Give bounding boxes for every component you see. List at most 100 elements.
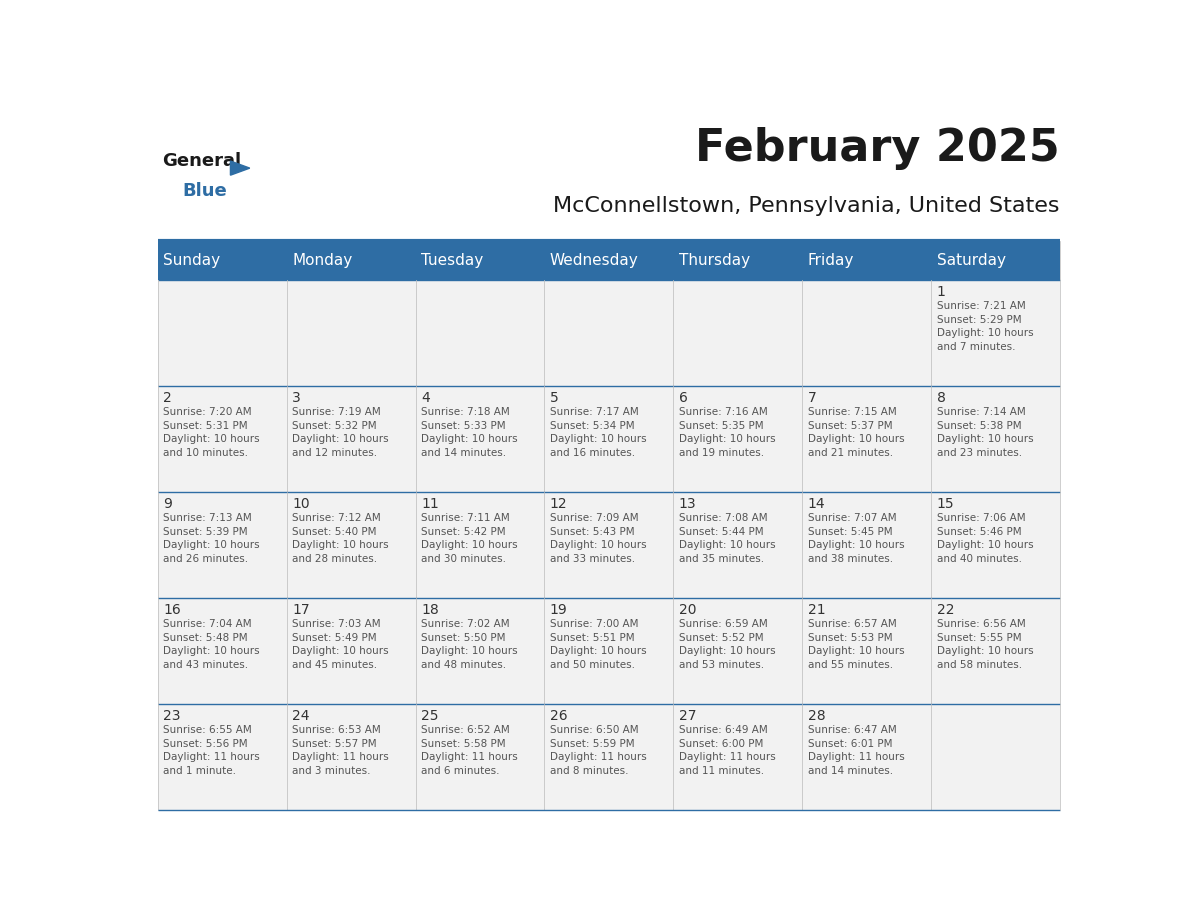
Text: 23: 23: [163, 709, 181, 722]
Bar: [931, 492, 1060, 598]
Text: 12: 12: [550, 497, 568, 510]
Bar: [158, 704, 286, 810]
Text: Sunrise: 6:56 AM
Sunset: 5:55 PM
Daylight: 10 hours
and 58 minutes.: Sunrise: 6:56 AM Sunset: 5:55 PM Dayligh…: [936, 619, 1034, 670]
Bar: [931, 280, 1060, 386]
Bar: [544, 280, 674, 386]
Text: Sunrise: 6:47 AM
Sunset: 6:01 PM
Daylight: 11 hours
and 14 minutes.: Sunrise: 6:47 AM Sunset: 6:01 PM Dayligh…: [808, 725, 904, 776]
Text: Sunrise: 7:09 AM
Sunset: 5:43 PM
Daylight: 10 hours
and 33 minutes.: Sunrise: 7:09 AM Sunset: 5:43 PM Dayligh…: [550, 513, 646, 564]
Text: Friday: Friday: [808, 252, 854, 268]
Bar: [158, 598, 286, 704]
Text: 11: 11: [421, 497, 438, 510]
Bar: [286, 704, 416, 810]
Bar: [416, 598, 544, 704]
Text: Sunrise: 6:49 AM
Sunset: 6:00 PM
Daylight: 11 hours
and 11 minutes.: Sunrise: 6:49 AM Sunset: 6:00 PM Dayligh…: [678, 725, 776, 776]
Bar: [802, 704, 931, 810]
Text: 22: 22: [936, 603, 954, 617]
Text: Sunrise: 7:03 AM
Sunset: 5:49 PM
Daylight: 10 hours
and 45 minutes.: Sunrise: 7:03 AM Sunset: 5:49 PM Dayligh…: [292, 619, 388, 670]
Text: 8: 8: [936, 391, 946, 405]
Text: 4: 4: [421, 391, 430, 405]
Text: Sunrise: 7:06 AM
Sunset: 5:46 PM
Daylight: 10 hours
and 40 minutes.: Sunrise: 7:06 AM Sunset: 5:46 PM Dayligh…: [936, 513, 1034, 564]
Text: 1: 1: [936, 285, 946, 298]
Text: 16: 16: [163, 603, 181, 617]
Text: Monday: Monday: [292, 252, 353, 268]
Text: 20: 20: [678, 603, 696, 617]
Bar: [674, 598, 802, 704]
Text: Sunrise: 7:18 AM
Sunset: 5:33 PM
Daylight: 10 hours
and 14 minutes.: Sunrise: 7:18 AM Sunset: 5:33 PM Dayligh…: [421, 407, 518, 458]
Text: 26: 26: [550, 709, 568, 722]
Bar: [158, 241, 1060, 280]
Text: 24: 24: [292, 709, 310, 722]
Text: Sunday: Sunday: [163, 252, 220, 268]
Bar: [416, 386, 544, 492]
Text: Sunrise: 7:17 AM
Sunset: 5:34 PM
Daylight: 10 hours
and 16 minutes.: Sunrise: 7:17 AM Sunset: 5:34 PM Dayligh…: [550, 407, 646, 458]
Text: 15: 15: [936, 497, 954, 510]
Text: Sunrise: 7:14 AM
Sunset: 5:38 PM
Daylight: 10 hours
and 23 minutes.: Sunrise: 7:14 AM Sunset: 5:38 PM Dayligh…: [936, 407, 1034, 458]
Text: 2: 2: [163, 391, 172, 405]
Text: Sunrise: 7:12 AM
Sunset: 5:40 PM
Daylight: 10 hours
and 28 minutes.: Sunrise: 7:12 AM Sunset: 5:40 PM Dayligh…: [292, 513, 388, 564]
Text: Sunrise: 7:21 AM
Sunset: 5:29 PM
Daylight: 10 hours
and 7 minutes.: Sunrise: 7:21 AM Sunset: 5:29 PM Dayligh…: [936, 301, 1034, 352]
Text: Sunrise: 7:02 AM
Sunset: 5:50 PM
Daylight: 10 hours
and 48 minutes.: Sunrise: 7:02 AM Sunset: 5:50 PM Dayligh…: [421, 619, 518, 670]
Text: Sunrise: 6:57 AM
Sunset: 5:53 PM
Daylight: 10 hours
and 55 minutes.: Sunrise: 6:57 AM Sunset: 5:53 PM Dayligh…: [808, 619, 904, 670]
Text: Blue: Blue: [183, 182, 227, 200]
Text: General: General: [163, 152, 241, 170]
Text: 5: 5: [550, 391, 558, 405]
Bar: [286, 386, 416, 492]
Text: 21: 21: [808, 603, 826, 617]
Text: Sunrise: 7:11 AM
Sunset: 5:42 PM
Daylight: 10 hours
and 30 minutes.: Sunrise: 7:11 AM Sunset: 5:42 PM Dayligh…: [421, 513, 518, 564]
Text: 10: 10: [292, 497, 310, 510]
Text: 19: 19: [550, 603, 568, 617]
Text: Sunrise: 7:08 AM
Sunset: 5:44 PM
Daylight: 10 hours
and 35 minutes.: Sunrise: 7:08 AM Sunset: 5:44 PM Dayligh…: [678, 513, 776, 564]
Bar: [674, 704, 802, 810]
Text: Sunrise: 6:59 AM
Sunset: 5:52 PM
Daylight: 10 hours
and 53 minutes.: Sunrise: 6:59 AM Sunset: 5:52 PM Dayligh…: [678, 619, 776, 670]
Text: 6: 6: [678, 391, 688, 405]
Text: Sunrise: 6:52 AM
Sunset: 5:58 PM
Daylight: 11 hours
and 6 minutes.: Sunrise: 6:52 AM Sunset: 5:58 PM Dayligh…: [421, 725, 518, 776]
Text: Thursday: Thursday: [678, 252, 750, 268]
Bar: [802, 492, 931, 598]
Text: 28: 28: [808, 709, 826, 722]
Text: 18: 18: [421, 603, 438, 617]
Text: Sunrise: 6:55 AM
Sunset: 5:56 PM
Daylight: 11 hours
and 1 minute.: Sunrise: 6:55 AM Sunset: 5:56 PM Dayligh…: [163, 725, 260, 776]
Text: February 2025: February 2025: [695, 128, 1060, 170]
Text: Sunrise: 7:19 AM
Sunset: 5:32 PM
Daylight: 10 hours
and 12 minutes.: Sunrise: 7:19 AM Sunset: 5:32 PM Dayligh…: [292, 407, 388, 458]
Bar: [416, 704, 544, 810]
Text: Sunrise: 7:00 AM
Sunset: 5:51 PM
Daylight: 10 hours
and 50 minutes.: Sunrise: 7:00 AM Sunset: 5:51 PM Dayligh…: [550, 619, 646, 670]
Polygon shape: [230, 161, 249, 175]
Text: Sunrise: 7:16 AM
Sunset: 5:35 PM
Daylight: 10 hours
and 19 minutes.: Sunrise: 7:16 AM Sunset: 5:35 PM Dayligh…: [678, 407, 776, 458]
Bar: [286, 492, 416, 598]
Bar: [674, 386, 802, 492]
Text: 3: 3: [292, 391, 301, 405]
Bar: [931, 386, 1060, 492]
Bar: [416, 280, 544, 386]
Bar: [931, 598, 1060, 704]
Text: 13: 13: [678, 497, 696, 510]
Bar: [674, 492, 802, 598]
Bar: [286, 280, 416, 386]
Text: 25: 25: [421, 709, 438, 722]
Bar: [674, 280, 802, 386]
Text: 14: 14: [808, 497, 826, 510]
Bar: [544, 492, 674, 598]
Text: Sunrise: 7:04 AM
Sunset: 5:48 PM
Daylight: 10 hours
and 43 minutes.: Sunrise: 7:04 AM Sunset: 5:48 PM Dayligh…: [163, 619, 260, 670]
Bar: [286, 598, 416, 704]
Text: Sunrise: 6:53 AM
Sunset: 5:57 PM
Daylight: 11 hours
and 3 minutes.: Sunrise: 6:53 AM Sunset: 5:57 PM Dayligh…: [292, 725, 388, 776]
Text: 7: 7: [808, 391, 816, 405]
Text: McConnellstown, Pennsylvania, United States: McConnellstown, Pennsylvania, United Sta…: [554, 196, 1060, 216]
Text: 17: 17: [292, 603, 310, 617]
Bar: [544, 386, 674, 492]
Text: 9: 9: [163, 497, 172, 510]
Text: Sunrise: 7:15 AM
Sunset: 5:37 PM
Daylight: 10 hours
and 21 minutes.: Sunrise: 7:15 AM Sunset: 5:37 PM Dayligh…: [808, 407, 904, 458]
Bar: [544, 704, 674, 810]
Text: Tuesday: Tuesday: [421, 252, 484, 268]
Text: Saturday: Saturday: [936, 252, 1005, 268]
Text: Sunrise: 7:07 AM
Sunset: 5:45 PM
Daylight: 10 hours
and 38 minutes.: Sunrise: 7:07 AM Sunset: 5:45 PM Dayligh…: [808, 513, 904, 564]
Bar: [802, 386, 931, 492]
Text: Sunrise: 7:20 AM
Sunset: 5:31 PM
Daylight: 10 hours
and 10 minutes.: Sunrise: 7:20 AM Sunset: 5:31 PM Dayligh…: [163, 407, 260, 458]
Text: Sunrise: 7:13 AM
Sunset: 5:39 PM
Daylight: 10 hours
and 26 minutes.: Sunrise: 7:13 AM Sunset: 5:39 PM Dayligh…: [163, 513, 260, 564]
Text: 27: 27: [678, 709, 696, 722]
Bar: [416, 492, 544, 598]
Bar: [931, 704, 1060, 810]
Bar: [158, 386, 286, 492]
Text: Sunrise: 6:50 AM
Sunset: 5:59 PM
Daylight: 11 hours
and 8 minutes.: Sunrise: 6:50 AM Sunset: 5:59 PM Dayligh…: [550, 725, 646, 776]
Bar: [802, 280, 931, 386]
Bar: [158, 280, 286, 386]
